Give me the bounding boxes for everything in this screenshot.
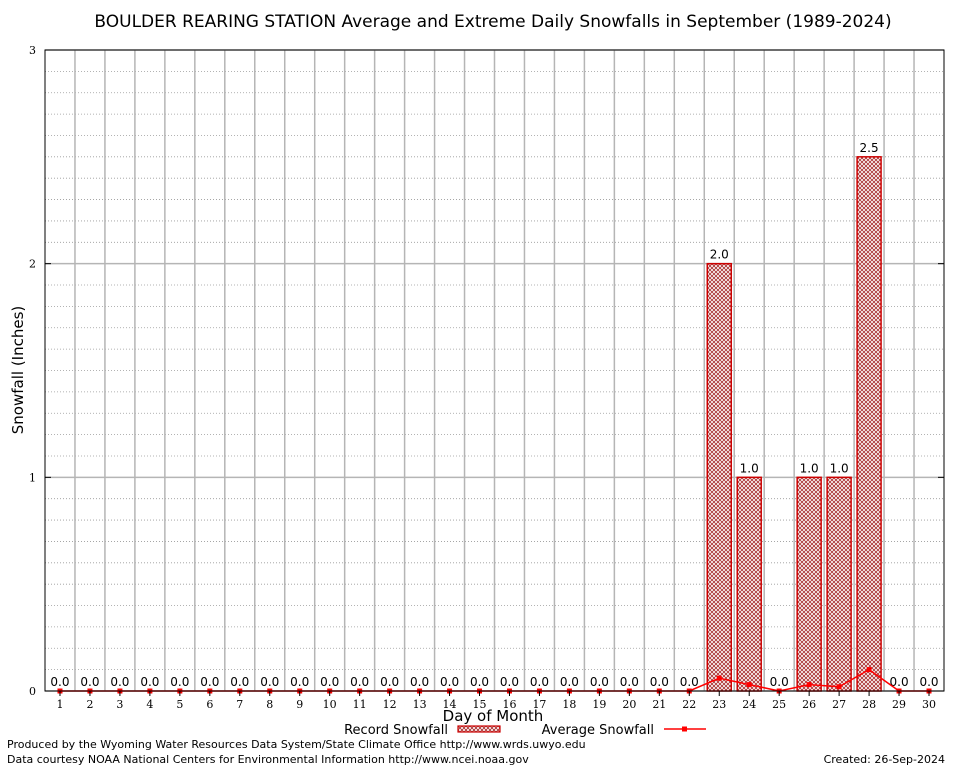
average-point: [806, 682, 812, 688]
record-bar: [736, 476, 762, 692]
x-tick-label: 22: [682, 698, 696, 711]
data-label: 0.0: [290, 675, 309, 689]
data-label: 0.0: [680, 675, 699, 689]
data-label: 0.0: [530, 675, 549, 689]
x-tick-label: 18: [562, 698, 576, 711]
data-label: 0.0: [320, 675, 339, 689]
data-label: 0.0: [170, 675, 189, 689]
y-tick-label: 2: [29, 258, 36, 271]
x-tick-label: 7: [236, 698, 243, 711]
legend: Record Snowfall Average Snowfall: [344, 723, 706, 738]
x-tick-label: 20: [622, 698, 636, 711]
data-label: 0.0: [80, 675, 99, 689]
x-tick-label: 30: [922, 698, 936, 711]
y-tick-label: 0: [29, 685, 36, 698]
grid-lines: [45, 49, 944, 692]
x-tick-label: 5: [176, 698, 183, 711]
average-point: [746, 682, 752, 688]
record-bar: [826, 476, 852, 692]
average-point: [836, 684, 842, 690]
x-tick-label: 2: [86, 698, 93, 711]
data-label: 0.0: [140, 675, 159, 689]
x-tick-label: 3: [116, 698, 123, 711]
x-tick-label: 17: [532, 698, 546, 711]
data-label: 0.0: [440, 675, 459, 689]
data-label: 0.0: [890, 675, 909, 689]
data-label: 0.0: [350, 675, 369, 689]
average-point: [716, 675, 722, 681]
data-courtesy-credit: Data courtesy NOAA National Centers for …: [7, 753, 529, 766]
legend-average-label: Average Snowfall: [542, 723, 654, 738]
x-tick-label: 13: [413, 698, 427, 711]
data-label: 0.0: [650, 675, 669, 689]
data-label: 1.0: [830, 461, 849, 475]
data-label: 2.0: [710, 248, 729, 262]
data-label: 0.0: [590, 675, 609, 689]
produced-by-credit: Produced by the Wyoming Water Resources …: [7, 738, 586, 751]
data-label: 0.0: [200, 675, 219, 689]
x-tick-label: 15: [473, 698, 487, 711]
record-bar: [706, 262, 732, 692]
x-tick-label: 21: [652, 698, 666, 711]
data-label: 0.0: [620, 675, 639, 689]
data-label: 0.0: [500, 675, 519, 689]
x-tick-label: 8: [266, 698, 273, 711]
chart-title: BOULDER REARING STATION Average and Extr…: [94, 12, 891, 32]
x-tick-label: 14: [443, 698, 457, 711]
data-label: 0.0: [560, 675, 579, 689]
x-tick-label: 16: [502, 698, 516, 711]
legend-record-label: Record Snowfall: [344, 723, 448, 738]
record-bar: [856, 156, 882, 692]
record-bar: [796, 476, 822, 692]
x-tick-label: 25: [772, 698, 786, 711]
x-tick-label: 12: [383, 698, 397, 711]
data-label: 0.0: [380, 675, 399, 689]
data-label: 0.0: [410, 675, 429, 689]
data-label: 0.0: [260, 675, 279, 689]
x-tick-label: 10: [323, 698, 337, 711]
data-label: 1.0: [740, 461, 759, 475]
x-tick-label: 24: [742, 698, 756, 711]
data-label: 0.0: [919, 675, 938, 689]
created-date: Created: 26-Sep-2024: [824, 753, 945, 766]
x-tick-label: 6: [206, 698, 213, 711]
x-tick-label: 9: [296, 698, 303, 711]
legend-average-marker: [682, 726, 687, 732]
data-label: 0.0: [110, 675, 129, 689]
data-label: 0.0: [50, 675, 69, 689]
x-tick-label: 29: [892, 698, 906, 711]
x-tick-label: 26: [802, 698, 816, 711]
data-label: 0.0: [230, 675, 249, 689]
y-tick-label: 3: [29, 44, 36, 57]
x-tick-label: 23: [712, 698, 726, 711]
x-tick-label: 11: [353, 698, 367, 711]
plot-frame: [44, 49, 945, 692]
y-axis-label: Snowfall (Inches): [9, 306, 27, 434]
x-tick-label: 19: [592, 698, 606, 711]
x-tick-label: 1: [56, 698, 63, 711]
data-label: 1.0: [800, 461, 819, 475]
y-tick-label: 1: [29, 471, 36, 484]
data-label: 2.5: [860, 141, 879, 155]
x-tick-label: 28: [862, 698, 876, 711]
x-axis-label: Day of Month: [443, 707, 544, 725]
data-label: 0.0: [770, 675, 789, 689]
average-point: [866, 667, 872, 673]
data-label: 0.0: [470, 675, 489, 689]
x-tick-label: 27: [832, 698, 846, 711]
x-tick-label: 4: [146, 698, 153, 711]
legend-record-swatch: [457, 725, 501, 733]
